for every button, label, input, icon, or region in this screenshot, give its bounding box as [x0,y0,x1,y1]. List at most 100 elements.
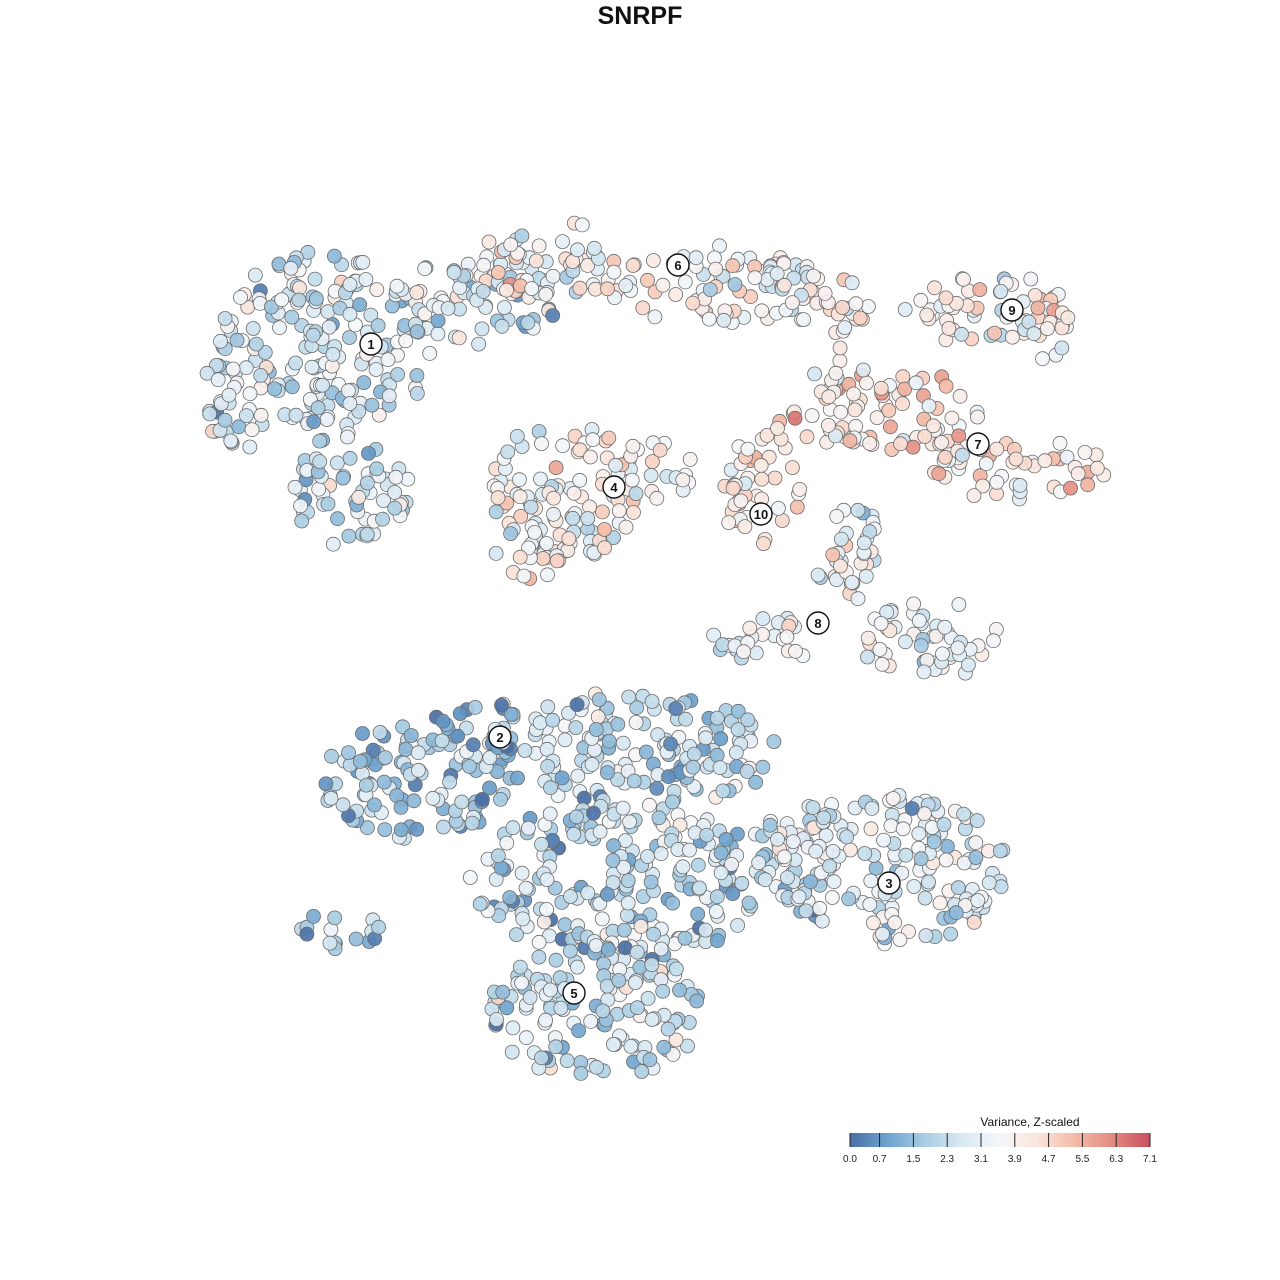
data-point [543,780,558,796]
data-point [736,644,751,660]
data-point [580,885,596,901]
data-point [708,904,724,919]
data-point [916,664,932,680]
data-point [493,792,508,807]
data-points [199,215,1112,1081]
data-point [677,274,693,290]
data-point [649,781,665,796]
data-point [647,309,663,325]
data-point [495,984,511,1000]
data-point [513,509,529,524]
data-point [642,797,657,813]
data-point [451,330,467,346]
data-point [950,640,966,656]
data-point [787,410,803,426]
cluster-label-text: 4 [610,480,618,495]
data-point [730,703,746,719]
legend-ticks: 0.0 0.7 1.5 2.3 3.1 3.9 4.7 5.5 6.3 7.1 [843,1133,1157,1165]
data-point [792,481,808,497]
data-point [715,783,731,799]
data-point [284,379,300,395]
data-point [435,713,451,729]
data-point [534,436,549,452]
data-point [709,889,725,905]
data-point [601,942,616,957]
data-point [804,408,820,424]
data-point [493,860,509,876]
data-point [690,857,706,873]
data-point [618,278,634,294]
data-point [860,630,876,646]
data-point [835,300,850,315]
data-point [538,286,554,302]
data-point [325,536,341,552]
data-point [365,742,381,758]
data-point [730,918,745,933]
data-point [913,851,929,867]
data-point [554,770,570,786]
data-point [472,896,488,912]
data-point [600,887,615,902]
data-point [327,910,343,926]
data-point [785,295,800,311]
data-point [816,810,832,826]
data-point [1040,321,1055,337]
data-point [825,844,841,859]
data-point [371,407,387,423]
data-point [906,596,921,612]
cluster-labels: 1 2 3 4 5 6 7 8 9 10 [359,253,1024,1005]
data-point [682,451,698,467]
data-point [883,818,899,834]
data-point [926,834,942,850]
data-point [446,264,462,280]
data-point [393,822,409,838]
data-point [307,271,323,287]
data-point [668,287,684,302]
data-point [454,794,470,810]
data-point [409,368,425,383]
data-point [371,919,387,935]
data-point [370,318,386,334]
data-point [583,1014,599,1029]
data-point [742,620,758,636]
data-point [970,409,985,425]
data-point [288,355,304,371]
data-point [570,959,585,975]
data-point [514,865,530,881]
data-point [341,528,357,544]
data-point [625,258,641,273]
data-point [545,268,561,284]
data-point [539,872,555,887]
data-point [319,412,335,427]
data-point [605,853,621,868]
data-point [713,845,729,861]
data-point [600,765,615,780]
data-point [701,311,717,327]
data-point [927,280,942,296]
data-point [805,800,821,815]
data-point [644,957,660,973]
data-point [905,439,921,455]
data-point [675,859,691,875]
data-point [747,270,763,286]
data-point [698,730,714,746]
data-point [375,511,390,527]
data-point [376,774,392,790]
data-point [847,402,863,418]
data-point [509,428,525,444]
data-point [545,712,560,728]
data-point [846,386,861,402]
legend-tick-label: 5.5 [1075,1154,1089,1165]
data-point [834,531,849,547]
data-point [242,386,258,402]
data-point [565,510,581,526]
data-point [304,359,320,375]
data-point [650,727,666,743]
data-point [494,697,509,713]
data-point [1030,300,1046,316]
data-point [356,375,372,391]
data-point [921,398,937,414]
data-point [776,277,792,293]
data-point [566,485,582,501]
data-point [935,646,950,662]
